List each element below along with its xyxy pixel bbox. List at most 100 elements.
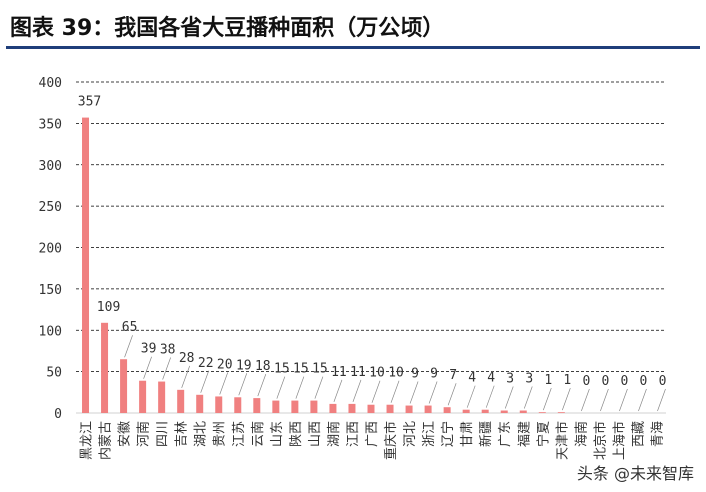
bar	[557, 412, 565, 413]
data-label: 0	[640, 374, 648, 389]
x-tick-label: 湖北	[194, 421, 209, 447]
x-tick-label: 吉林	[175, 421, 190, 447]
x-tick-label: 江西	[346, 421, 361, 447]
x-tick-label: 安徽	[118, 421, 133, 447]
x-tick-label: 河北	[403, 421, 418, 447]
x-tick-label: 宁夏	[535, 421, 551, 447]
data-label: 3	[506, 372, 514, 387]
x-tick-label: 山东	[270, 421, 285, 447]
data-label: 1	[544, 373, 552, 388]
bar	[481, 409, 489, 413]
bar	[519, 410, 527, 413]
leader-line	[504, 386, 514, 409]
x-tick-label: 广西	[365, 421, 380, 447]
y-tick-label: 400	[39, 76, 62, 91]
x-tick-label: 西藏	[631, 421, 646, 447]
data-label: 4	[468, 371, 476, 386]
x-tick-label: 上海市	[611, 421, 627, 460]
x-tick-label: 云南	[250, 421, 266, 447]
leader-line	[428, 381, 438, 404]
data-label: 39	[141, 342, 157, 357]
x-tick-label: 四川	[156, 421, 171, 447]
bar	[405, 405, 413, 413]
x-tick-label: 福建	[517, 421, 532, 447]
leader-line	[314, 376, 324, 399]
x-tick-label: 海南	[573, 421, 589, 447]
data-label: 0	[659, 374, 667, 389]
leader-line	[276, 376, 286, 399]
leader-line	[638, 388, 647, 412]
data-label: 0	[601, 374, 609, 389]
leader-line	[181, 365, 191, 388]
bar	[367, 404, 375, 413]
bar	[538, 412, 546, 413]
bar	[348, 403, 356, 413]
data-label: 357	[78, 95, 101, 110]
leader-line	[485, 385, 495, 408]
y-tick-label: 100	[39, 324, 62, 339]
x-tick-label: 黑龙江	[80, 421, 95, 460]
bar	[101, 322, 109, 413]
bar	[500, 410, 508, 413]
y-tick-label: 50	[46, 366, 62, 381]
leader-line	[124, 335, 133, 358]
data-label: 15	[312, 362, 328, 377]
y-tick-label: 200	[39, 242, 62, 257]
x-tick-label: 重庆市	[383, 421, 399, 460]
x-tick-label: 山西	[308, 421, 323, 447]
y-tick-label: 250	[39, 200, 62, 215]
bars	[82, 117, 565, 414]
leader-line	[295, 376, 305, 399]
bar	[386, 404, 394, 413]
leader-line	[581, 388, 590, 412]
data-label: 20	[217, 357, 233, 372]
data-label: 9	[411, 367, 419, 382]
leader-line	[219, 372, 229, 395]
leader-line	[561, 388, 571, 411]
leader-line	[447, 383, 457, 406]
x-tick-label: 青海	[650, 421, 665, 447]
data-label: 3	[525, 372, 533, 387]
data-label: 28	[179, 351, 195, 366]
page-title: 图表 39：我国各省大豆播种面积（万公顷）	[10, 16, 445, 41]
leader-line	[390, 380, 400, 403]
y-tick-label: 350	[39, 117, 62, 132]
bar	[215, 396, 223, 413]
bar	[310, 400, 318, 413]
x-tick-label: 内蒙古	[98, 421, 114, 460]
data-label: 22	[198, 356, 214, 371]
bar	[424, 405, 432, 413]
bar	[253, 398, 261, 413]
data-label: 11	[350, 365, 366, 380]
leader-line	[619, 388, 628, 412]
data-label: 19	[236, 358, 252, 373]
gridlines	[76, 81, 666, 414]
data-label: 11	[331, 365, 347, 380]
bar	[462, 409, 470, 413]
x-tick-label: 陕西	[289, 421, 304, 447]
x-tick-label: 湖南	[326, 421, 342, 447]
data-label: 15	[274, 362, 290, 377]
x-tick-label: 天津市	[554, 421, 570, 460]
leader-line	[371, 380, 381, 403]
x-tick-label: 北京市	[592, 421, 608, 460]
x-tick-label: 河南	[136, 421, 152, 447]
leader-line	[600, 388, 609, 412]
bar	[291, 400, 299, 413]
data-label: 4	[487, 371, 495, 386]
data-label: 38	[160, 343, 176, 358]
leader-line	[409, 381, 419, 404]
leader-line	[466, 385, 476, 408]
watermark-text: 头条 @未来智库	[576, 460, 694, 484]
data-label: 1	[563, 373, 571, 388]
x-tick-label: 新疆	[478, 421, 494, 447]
data-label: 65	[122, 320, 138, 335]
bar	[177, 389, 185, 413]
bar	[120, 359, 128, 413]
x-tick-label: 辽宁	[440, 421, 456, 447]
leader-line	[257, 373, 267, 397]
x-tick-label: 江苏	[231, 421, 247, 447]
leader-line	[333, 379, 343, 403]
